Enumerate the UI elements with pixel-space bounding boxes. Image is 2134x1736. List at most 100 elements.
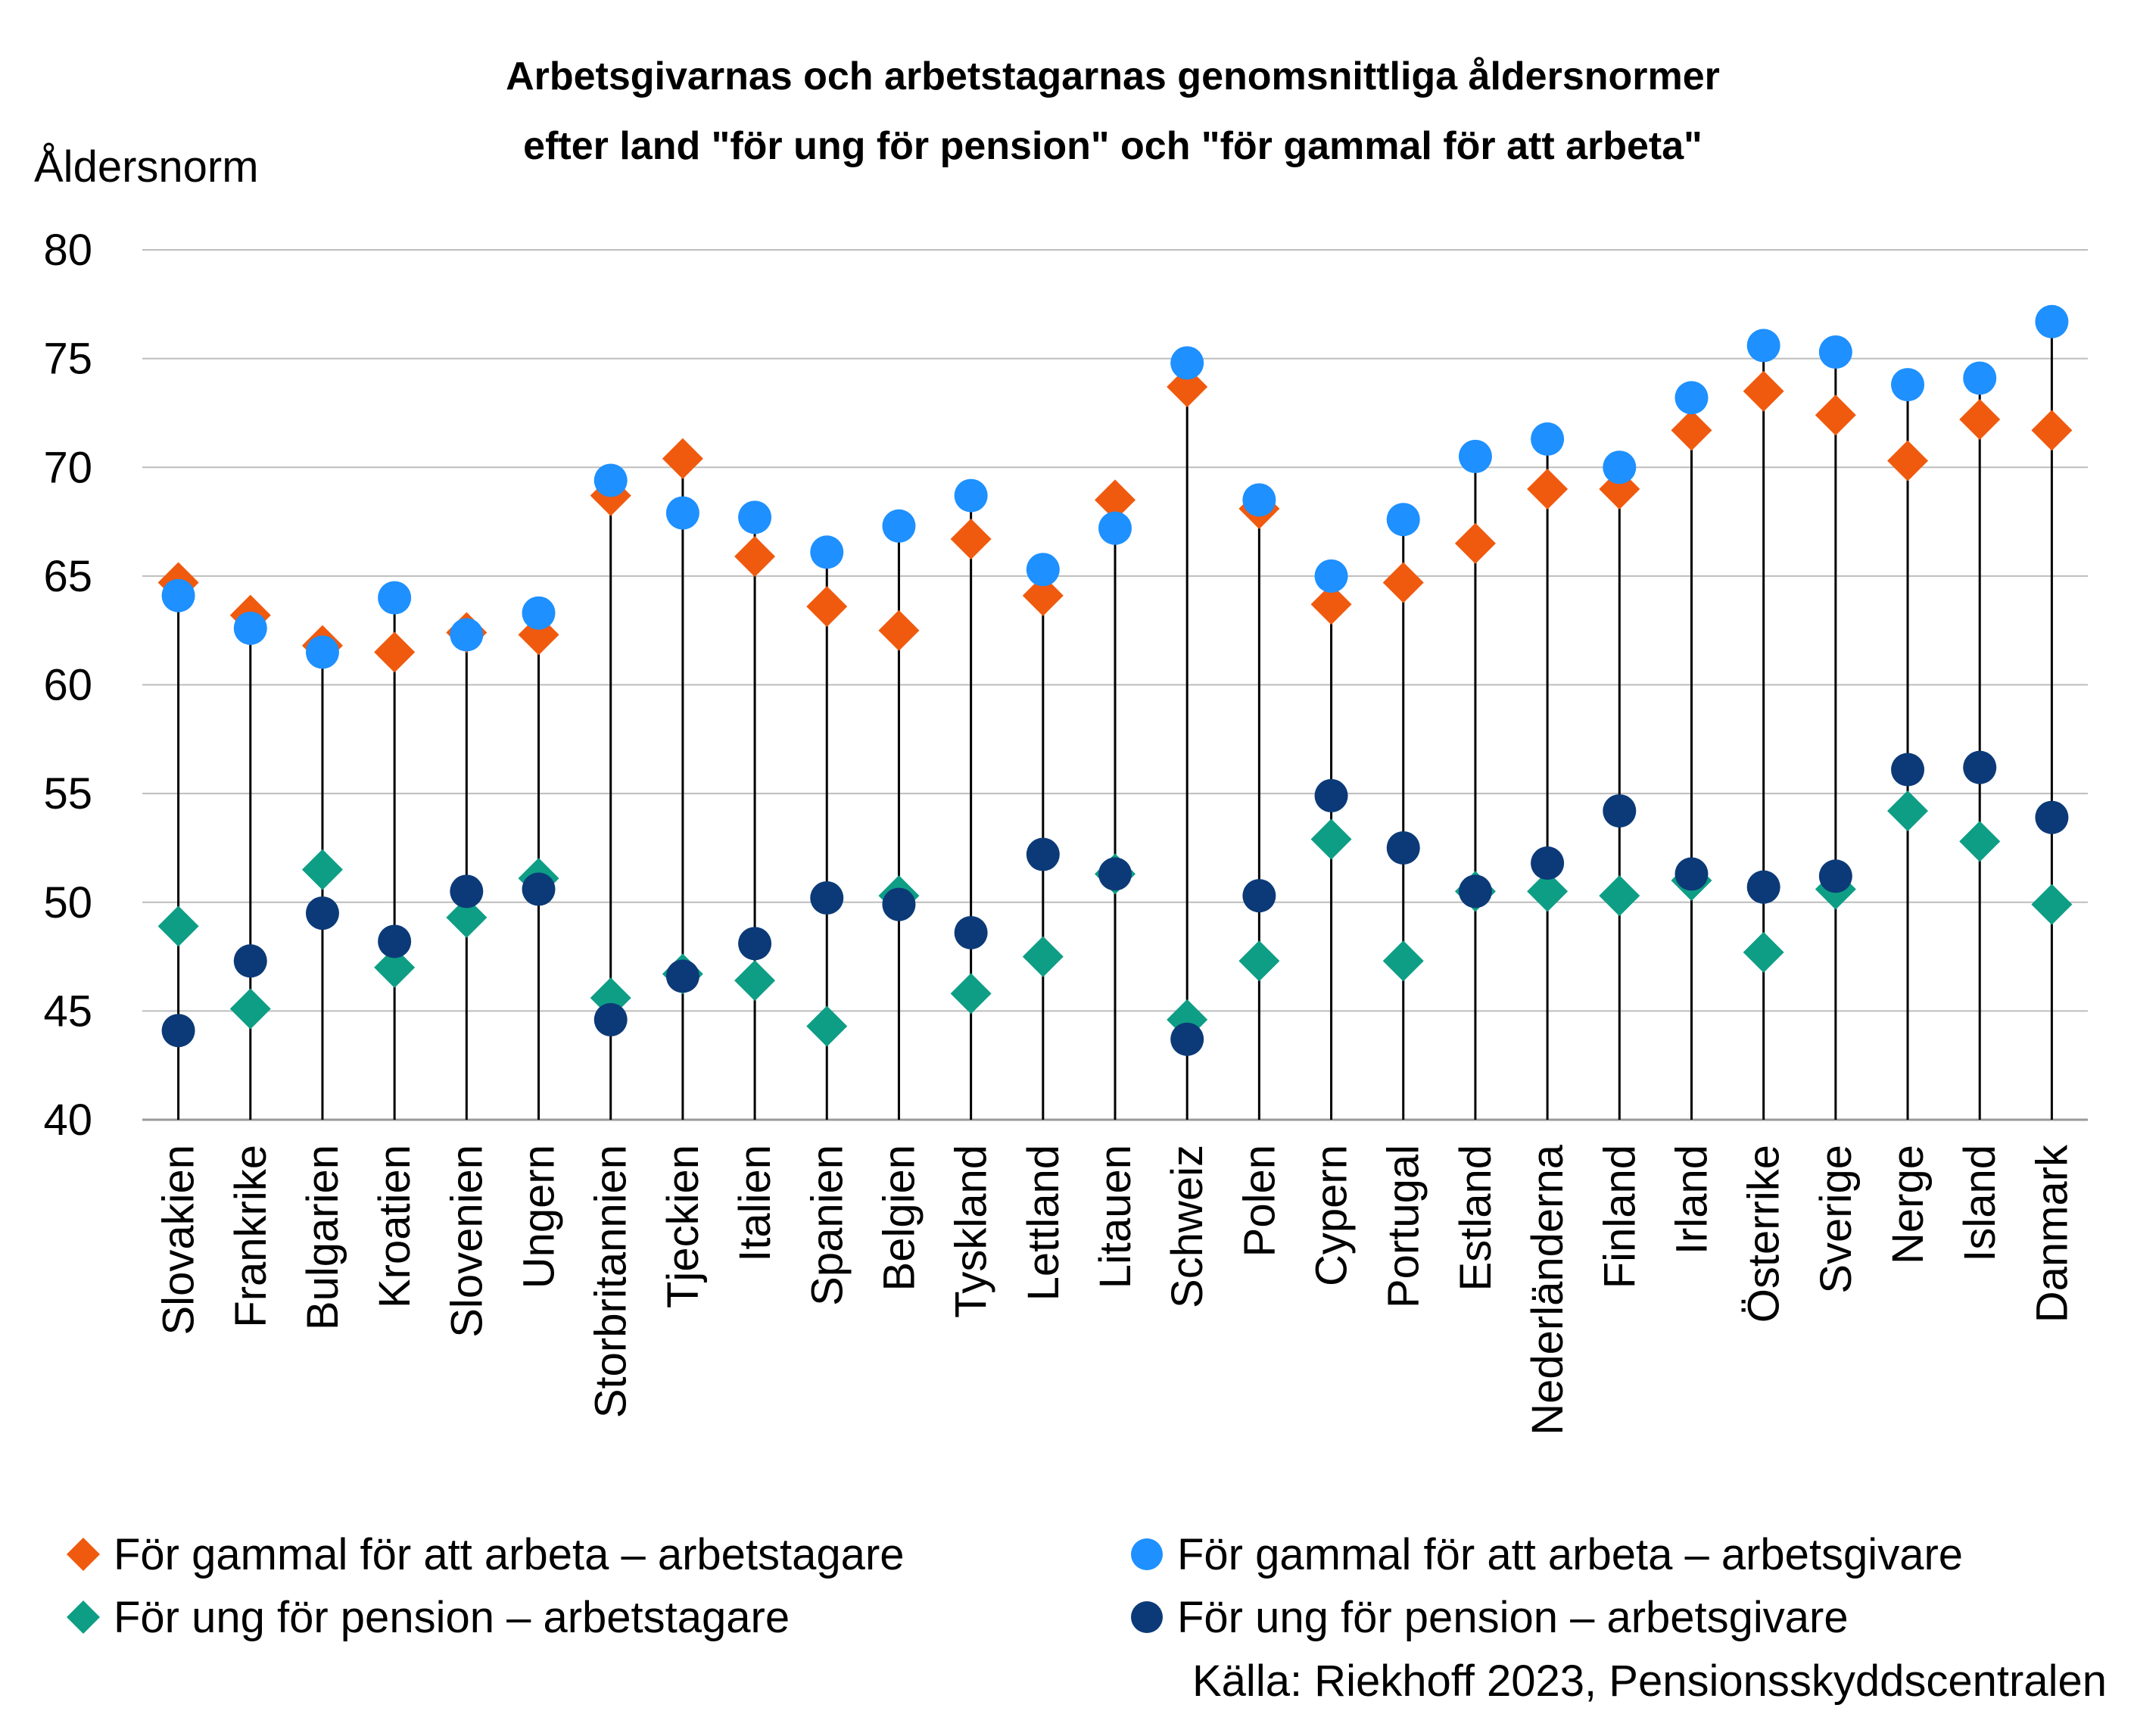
diamond-marker — [374, 631, 416, 673]
circle-marker — [882, 509, 916, 543]
x-tick-label: Irland — [1667, 1145, 1716, 1254]
diamond-marker — [806, 586, 848, 628]
circle-marker — [1386, 831, 1420, 865]
x-tick-label: Slovenien — [442, 1145, 491, 1338]
circle-marker — [378, 581, 412, 615]
x-tick-label: Portugal — [1379, 1145, 1428, 1308]
circle-marker — [233, 611, 267, 645]
diamond-marker — [2031, 884, 2073, 925]
circle-marker — [1026, 837, 1060, 871]
y-tick-labels: 40 45 50 55 60 65 70 75 80 — [43, 226, 92, 1145]
diamond-marker — [1022, 575, 1064, 616]
circle-marker — [810, 535, 844, 569]
x-tick-label: Cypern — [1307, 1145, 1357, 1286]
diamond-marker — [1527, 871, 1569, 912]
legend-circle-icon — [1131, 1601, 1163, 1633]
diamond-marker — [374, 946, 416, 988]
circle-marker — [233, 944, 267, 978]
circle-marker — [1603, 450, 1637, 485]
circle-marker — [1531, 846, 1565, 880]
circle-marker — [1098, 857, 1132, 891]
y-tick-label: 80 — [43, 226, 92, 275]
circle-marker — [1963, 750, 1997, 784]
legend-diamond-icon — [67, 1538, 100, 1571]
x-tick-label: Italien — [731, 1145, 780, 1262]
circle-marker — [1242, 483, 1276, 517]
legend-label: För ung för pension – arbetsgivare — [1177, 1593, 1849, 1642]
diamond-marker — [950, 973, 992, 1014]
x-tick-label: Tyskland — [947, 1145, 996, 1318]
circle-marker — [593, 463, 628, 497]
diamond-marker — [1959, 399, 2001, 441]
circle-marker — [954, 915, 988, 949]
diamond-marker — [1310, 818, 1352, 860]
circle-marker — [450, 874, 484, 909]
circle-marker — [522, 596, 556, 630]
diamond-marker — [1671, 410, 1712, 451]
circle-marker — [1818, 859, 1852, 893]
x-tick-label: Frankrike — [226, 1145, 276, 1328]
x-tick-label: Österrike — [1740, 1145, 1789, 1323]
circle-marker — [593, 1002, 628, 1036]
y-tick-label: 70 — [43, 443, 92, 492]
diamond-marker — [662, 438, 703, 479]
data-points — [157, 304, 2073, 1056]
x-tick-label: Slovakien — [154, 1145, 204, 1335]
circle-marker — [665, 496, 699, 530]
y-tick-label: 40 — [43, 1096, 92, 1145]
x-tick-labels: Slovakien Frankrike Bulgarien Kroatien Slove… — [154, 1144, 2077, 1435]
x-tick-label: Storbritannien — [587, 1145, 636, 1418]
legend-label: För gammal för att arbeta – arbetstagare — [114, 1530, 905, 1579]
x-tick-label: Schweiz — [1163, 1145, 1212, 1308]
circle-marker — [882, 887, 916, 921]
diamond-marker — [1959, 821, 2001, 862]
source-note: Källa: Riekhoff 2023, Pensionsskyddscent… — [1192, 1657, 2107, 1706]
circle-marker — [1674, 857, 1709, 891]
circle-marker — [1314, 559, 1348, 593]
circle-marker — [1603, 794, 1637, 828]
x-tick-label: Estland — [1451, 1145, 1500, 1291]
circle-marker — [1458, 874, 1492, 909]
circle-marker — [738, 927, 772, 961]
diamond-marker — [878, 609, 920, 651]
diamond-marker — [1167, 366, 1208, 407]
diamond-marker — [734, 536, 776, 578]
x-tick-label: Ungern — [515, 1145, 564, 1289]
x-tick-label: Polen — [1235, 1145, 1284, 1257]
diamond-marker — [1095, 479, 1136, 521]
x-tick-label: Lettland — [1019, 1145, 1068, 1301]
diamond-marker — [950, 519, 992, 560]
diamond-marker — [301, 849, 343, 890]
diamond-marker — [1022, 936, 1064, 977]
circle-marker — [1746, 870, 1780, 904]
circle-marker — [1170, 346, 1204, 380]
circle-marker — [378, 924, 412, 958]
diamond-marker — [229, 988, 271, 1030]
y-axis-title: Åldersnorm — [34, 142, 259, 192]
circle-marker — [305, 635, 339, 669]
chart-title-line-2: efter land "för ung för pension" och "fö… — [523, 124, 1703, 168]
diamond-marker — [734, 960, 776, 1002]
circle-marker — [810, 881, 844, 915]
x-tick-label: Kroatien — [370, 1145, 419, 1308]
circle-marker — [1386, 503, 1420, 537]
y-tick-label: 45 — [43, 986, 92, 1036]
diamond-marker — [1382, 940, 1424, 982]
diamond-marker — [806, 1005, 848, 1047]
circle-marker — [1458, 439, 1492, 473]
diamond-marker — [1599, 875, 1640, 917]
diamond-marker — [1454, 522, 1496, 564]
y-tick-label: 60 — [43, 661, 92, 710]
circle-marker — [1242, 879, 1276, 913]
circle-marker — [1170, 1022, 1204, 1056]
x-tick-label: Nederländerna — [1523, 1144, 1572, 1435]
x-tick-label: Belgien — [874, 1145, 924, 1291]
diamond-marker — [157, 905, 199, 947]
stem-lines — [177, 321, 2053, 1120]
legend-label: För gammal för att arbeta – arbetsgivare — [1177, 1530, 1963, 1579]
circle-marker — [1746, 329, 1780, 363]
diamond-marker — [446, 896, 488, 938]
circle-marker — [1891, 368, 1925, 402]
diamond-marker — [1743, 370, 1784, 412]
circle-marker — [2035, 800, 2069, 834]
